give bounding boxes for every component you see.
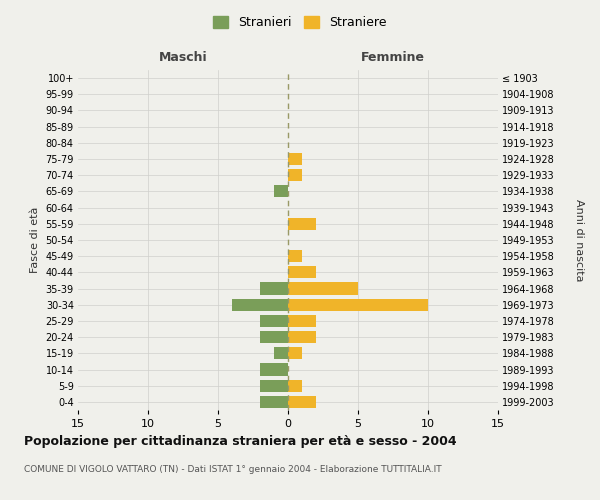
Bar: [232, 298, 288, 311]
Text: Femmine: Femmine: [361, 50, 425, 64]
Bar: [288, 380, 302, 392]
Bar: [288, 348, 302, 360]
Text: Popolazione per cittadinanza straniera per età e sesso - 2004: Popolazione per cittadinanza straniera p…: [24, 435, 457, 448]
Bar: [260, 282, 288, 294]
Bar: [260, 396, 288, 408]
Bar: [288, 153, 302, 165]
Bar: [288, 218, 316, 230]
Y-axis label: Anni di nascita: Anni di nascita: [574, 198, 584, 281]
Bar: [260, 315, 288, 327]
Bar: [288, 282, 358, 294]
Legend: Stranieri, Straniere: Stranieri, Straniere: [208, 11, 392, 34]
Bar: [260, 331, 288, 343]
Text: Maschi: Maschi: [158, 50, 208, 64]
Bar: [288, 169, 302, 181]
Text: COMUNE DI VIGOLO VATTARO (TN) - Dati ISTAT 1° gennaio 2004 - Elaborazione TUTTIT: COMUNE DI VIGOLO VATTARO (TN) - Dati IST…: [24, 465, 442, 474]
Bar: [274, 186, 288, 198]
Y-axis label: Fasce di età: Fasce di età: [30, 207, 40, 273]
Bar: [288, 315, 316, 327]
Bar: [260, 364, 288, 376]
Bar: [288, 396, 316, 408]
Bar: [260, 380, 288, 392]
Bar: [288, 298, 428, 311]
Bar: [274, 348, 288, 360]
Bar: [288, 331, 316, 343]
Bar: [288, 250, 302, 262]
Bar: [288, 266, 316, 278]
